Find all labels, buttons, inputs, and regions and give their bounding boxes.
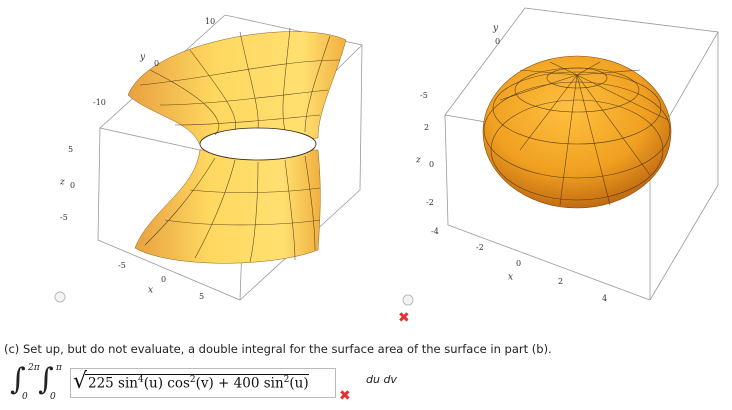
tick-label: 5 xyxy=(199,292,204,301)
lower-limit: 0 xyxy=(50,392,56,402)
expr-part: (u) xyxy=(289,375,309,392)
expr-part: (v) + 400 sin xyxy=(195,375,284,392)
surface xyxy=(482,55,672,209)
tick-label: -5 xyxy=(420,91,428,100)
surface-hole xyxy=(199,127,317,161)
integrand: 225 sin4(u) cos2(v) + 400 sin2(u) xyxy=(85,374,309,392)
mesh xyxy=(490,99,664,201)
mesh xyxy=(492,71,662,145)
upper-limit: π xyxy=(56,363,62,373)
exponent: 2 xyxy=(283,375,290,385)
tick-label: 4 xyxy=(602,294,607,303)
exponent: 2 xyxy=(189,375,196,385)
sqrt-sign: √ xyxy=(73,369,88,394)
mesh xyxy=(483,81,671,179)
expr-part: (u) cos xyxy=(143,375,190,392)
plot-right: y 0 -5 2 z 0 -2 -4 -2 0 x 2 4 xyxy=(402,7,719,306)
incorrect-mark: ✖ xyxy=(398,310,410,326)
tick-label: 10 xyxy=(205,17,215,26)
plot-left: 10 y 0 -10 5 z 0 -5 -5 0 x 5 xyxy=(54,14,363,303)
radio-button[interactable] xyxy=(54,291,66,303)
incorrect-mark: ✖ xyxy=(339,388,351,404)
mesh xyxy=(144,155,321,263)
axis-label: z xyxy=(415,156,421,166)
mesh xyxy=(139,27,341,136)
plot-box xyxy=(97,14,363,301)
answer-row: ∫ 2π 0 ∫ π 0 √ 225 sin4(u) cos2(v) + 400… xyxy=(4,362,724,404)
tick-label: 0 xyxy=(429,160,434,169)
tick-label: 0 xyxy=(154,59,159,68)
upper-limit: 2π xyxy=(28,363,40,373)
differentials: du dv xyxy=(366,373,397,386)
tick-label: -10 xyxy=(93,98,106,107)
radio-button[interactable] xyxy=(402,294,414,306)
integral-sign: ∫ xyxy=(38,362,54,397)
question-text: (c) Set up, but do not evaluate, a doubl… xyxy=(4,342,552,356)
axis-label: z xyxy=(59,178,65,188)
plots: 10 y 0 -10 5 z 0 -5 -5 0 x 5 y 0 -5 2 z … xyxy=(54,7,719,306)
exponent: 4 xyxy=(138,375,144,385)
surface xyxy=(127,31,347,146)
axis-label: y xyxy=(492,24,499,34)
tick-label: 0 xyxy=(70,181,75,190)
tick-label: -5 xyxy=(60,213,68,222)
axis-label: x xyxy=(508,273,513,283)
tick-label: -2 xyxy=(476,243,484,252)
lower-limit: 0 xyxy=(22,392,28,402)
tick-label: -5 xyxy=(118,261,126,270)
answer-input[interactable]: √ 225 sin4(u) cos2(v) + 400 sin2(u) xyxy=(70,368,336,398)
integral-sign: ∫ xyxy=(10,362,26,397)
tick-label: -2 xyxy=(426,198,434,207)
tick-label: 2 xyxy=(424,123,429,132)
tick-label: 0 xyxy=(495,37,500,46)
plot-box xyxy=(444,7,719,301)
axis-label: y xyxy=(139,53,146,63)
tick-label: -4 xyxy=(431,227,439,236)
tick-label: 0 xyxy=(161,275,166,284)
expr-part: 225 sin xyxy=(88,375,138,392)
axis-label: x xyxy=(148,286,153,296)
mesh xyxy=(514,67,640,113)
tick-label: 0 xyxy=(516,259,521,268)
tick-label: 2 xyxy=(558,277,563,286)
tick-label: 5 xyxy=(68,145,73,154)
surface xyxy=(134,149,321,264)
